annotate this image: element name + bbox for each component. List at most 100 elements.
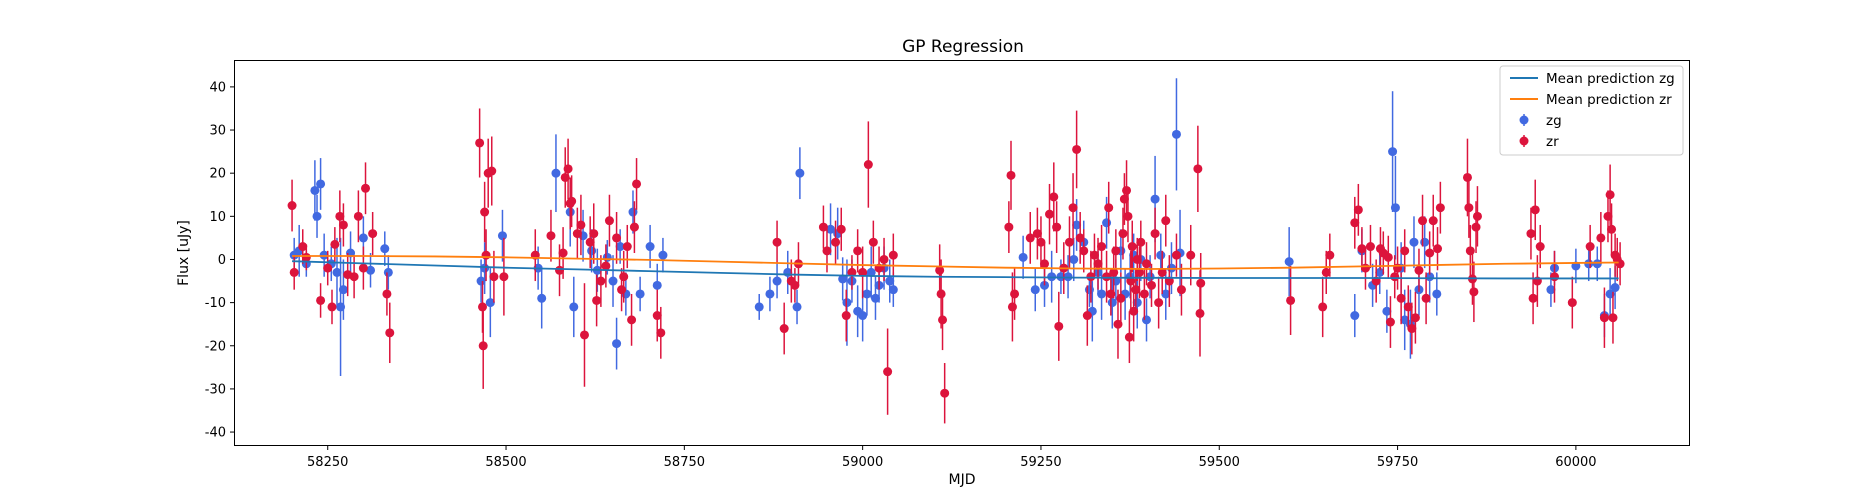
data-point-zr bbox=[335, 212, 344, 221]
data-point-zr bbox=[1052, 223, 1061, 232]
legend-marker-zr bbox=[1520, 137, 1529, 146]
data-point-zr bbox=[592, 296, 601, 305]
data-point-zr bbox=[1529, 294, 1538, 303]
data-point-zg bbox=[1019, 253, 1028, 262]
data-point-zr bbox=[1177, 285, 1186, 294]
data-point-zr bbox=[656, 328, 665, 337]
data-point-zg bbox=[339, 285, 348, 294]
data-point-zr bbox=[1010, 289, 1019, 298]
data-point-zr bbox=[1118, 229, 1127, 238]
data-point-zg bbox=[658, 251, 667, 260]
data-point-zr bbox=[1122, 186, 1131, 195]
data-point-zr bbox=[1361, 264, 1370, 273]
chart-title: GP Regression bbox=[902, 37, 1024, 57]
data-point-zr bbox=[1536, 242, 1545, 251]
data-point-zg bbox=[551, 169, 560, 178]
data-point-zr bbox=[1196, 279, 1205, 288]
data-point-zg bbox=[609, 277, 618, 286]
data-point-zr bbox=[478, 302, 487, 311]
data-point-zg bbox=[773, 277, 782, 286]
data-point-zr bbox=[1390, 272, 1399, 281]
data-point-zr bbox=[561, 173, 570, 182]
data-point-zr bbox=[619, 272, 628, 281]
data-point-zr bbox=[1407, 324, 1416, 333]
data-point-zr bbox=[330, 240, 339, 249]
data-point-zg bbox=[1409, 238, 1418, 247]
data-point-zr bbox=[842, 311, 851, 320]
data-point-zr bbox=[480, 208, 489, 217]
data-point-zr bbox=[1286, 296, 1295, 305]
legend-label-zg: zg bbox=[1546, 113, 1562, 129]
data-point-zr bbox=[359, 264, 368, 273]
data-point-zr bbox=[586, 238, 595, 247]
data-point-zr bbox=[555, 266, 564, 275]
data-point-zr bbox=[1111, 246, 1120, 255]
data-point-zr bbox=[1466, 246, 1475, 255]
data-point-zr bbox=[1090, 251, 1099, 260]
data-point-zr bbox=[350, 272, 359, 281]
data-point-zr bbox=[1113, 320, 1122, 329]
data-point-zr bbox=[580, 330, 589, 339]
data-point-zr bbox=[1596, 233, 1605, 242]
data-point-zr bbox=[589, 229, 598, 238]
data-point-zr bbox=[1322, 268, 1331, 277]
data-point-zg bbox=[1069, 255, 1078, 264]
data-point-zg bbox=[795, 169, 804, 178]
data-point-zr bbox=[1414, 266, 1423, 275]
data-point-zr bbox=[1436, 203, 1445, 212]
data-point-zr bbox=[1131, 285, 1140, 294]
legend-label-zr-line: Mean prediction zr bbox=[1546, 92, 1672, 108]
data-point-zg bbox=[1156, 251, 1165, 260]
data-point-zr bbox=[940, 389, 949, 398]
data-point-zr bbox=[1140, 289, 1149, 298]
data-point-zr bbox=[1065, 238, 1074, 247]
data-point-zr bbox=[819, 223, 828, 232]
data-point-zr bbox=[1120, 195, 1129, 204]
data-point-zr bbox=[1318, 302, 1327, 311]
data-point-zg bbox=[359, 233, 368, 242]
data-point-zg bbox=[1108, 298, 1117, 307]
x-tick-label: 58750 bbox=[664, 455, 705, 470]
data-point-zr bbox=[617, 285, 626, 294]
data-point-zg bbox=[603, 253, 612, 262]
data-point-zr bbox=[298, 242, 307, 251]
data-point-zr bbox=[1054, 322, 1063, 331]
data-point-zr bbox=[630, 223, 639, 232]
data-point-zg bbox=[858, 311, 867, 320]
data-point-zr bbox=[479, 341, 488, 350]
data-point-zg bbox=[1391, 203, 1400, 212]
data-point-zr bbox=[1161, 216, 1170, 225]
y-tick-label: -40 bbox=[205, 426, 226, 441]
data-point-zr bbox=[1129, 307, 1138, 316]
data-point-zr bbox=[831, 238, 840, 247]
data-point-zg bbox=[316, 179, 325, 188]
data-point-zr bbox=[1526, 229, 1535, 238]
data-point-zr bbox=[328, 302, 337, 311]
data-point-zr bbox=[1186, 251, 1195, 260]
x-tick-label: 58500 bbox=[485, 455, 526, 470]
data-point-zr bbox=[1397, 294, 1406, 303]
data-point-zr bbox=[489, 272, 498, 281]
data-point-zg bbox=[653, 281, 662, 290]
legend-label-zr: zr bbox=[1546, 134, 1559, 150]
data-point-zr bbox=[1586, 242, 1595, 251]
data-point-zr bbox=[1472, 223, 1481, 232]
data-point-zr bbox=[316, 296, 325, 305]
data-point-zr bbox=[361, 184, 370, 193]
data-point-zg bbox=[755, 302, 764, 311]
data-point-zg bbox=[1285, 257, 1294, 266]
data-point-zr bbox=[382, 289, 391, 298]
data-point-zr bbox=[632, 179, 641, 188]
data-point-zr bbox=[1076, 233, 1085, 242]
data-point-zg bbox=[1031, 285, 1040, 294]
data-point-zr bbox=[1123, 212, 1132, 221]
data-point-zr bbox=[1607, 225, 1616, 234]
data-point-zr bbox=[559, 249, 568, 258]
legend-label-zg-line: Mean prediction zg bbox=[1546, 71, 1675, 87]
data-point-zr bbox=[601, 261, 610, 270]
data-point-zg bbox=[636, 289, 645, 298]
data-point-zg bbox=[384, 268, 393, 277]
data-point-zr bbox=[822, 246, 831, 255]
data-point-zr bbox=[1125, 333, 1134, 342]
